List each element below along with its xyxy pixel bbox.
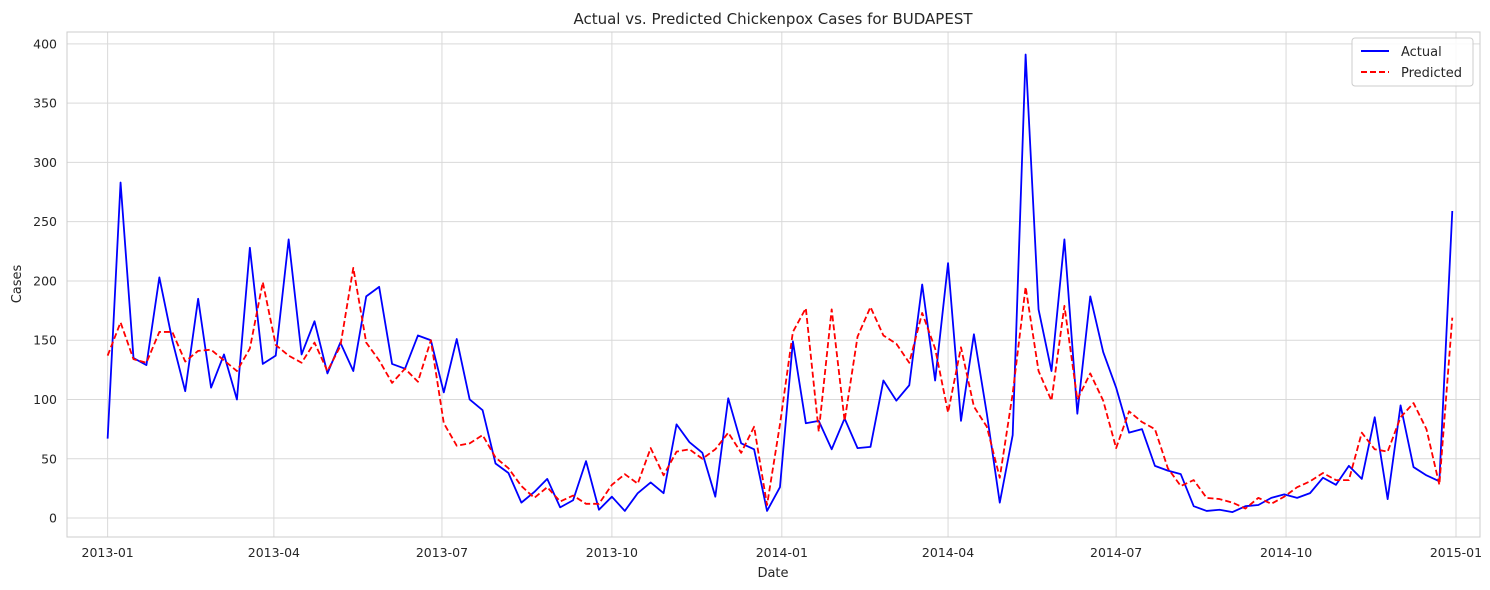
y-tick-label: 350	[33, 96, 57, 111]
x-tick-label: 2014-10	[1260, 545, 1312, 560]
y-axis-label: Cases	[10, 264, 25, 303]
x-tick-label: 2013-01	[82, 545, 134, 560]
y-axis-ticks: 0 50 100 150 200 250 300 350 400	[33, 36, 57, 525]
legend-label-actual: Actual	[1401, 45, 1442, 60]
x-tick-label: 2014-04	[922, 545, 974, 560]
y-tick-label: 150	[33, 333, 57, 348]
x-tick-label: 2014-07	[1090, 545, 1142, 560]
x-tick-label: 2014-01	[756, 545, 808, 560]
series-layer	[106, 53, 1454, 514]
x-axis-label: Date	[757, 566, 788, 581]
y-tick-label: 0	[49, 511, 57, 526]
x-tick-label: 2013-07	[416, 545, 468, 560]
legend: Actual Predicted	[1351, 37, 1474, 87]
chart-title: Actual vs. Predicted Chickenpox Cases fo…	[573, 10, 973, 28]
series-line-predicted	[106, 266, 1454, 510]
y-tick-label: 250	[33, 214, 57, 229]
x-axis-ticks: 2013-01 2013-04 2013-07 2013-10 2014-01 2014-…	[82, 545, 1483, 560]
x-tick-label: 2013-10	[586, 545, 638, 560]
y-tick-label: 50	[41, 451, 57, 466]
y-tick-label: 200	[33, 273, 57, 288]
x-tick-label: 2013-04	[248, 545, 300, 560]
legend-label-predicted: Predicted	[1401, 66, 1462, 81]
x-tick-label: 2015-01	[1430, 545, 1482, 560]
y-tick-label: 400	[33, 36, 57, 51]
plot-area	[66, 31, 1481, 538]
y-tick-label: 300	[33, 155, 57, 170]
series-line-actual	[106, 53, 1454, 514]
y-tick-label: 100	[33, 392, 57, 407]
grid-lines	[67, 32, 1480, 537]
